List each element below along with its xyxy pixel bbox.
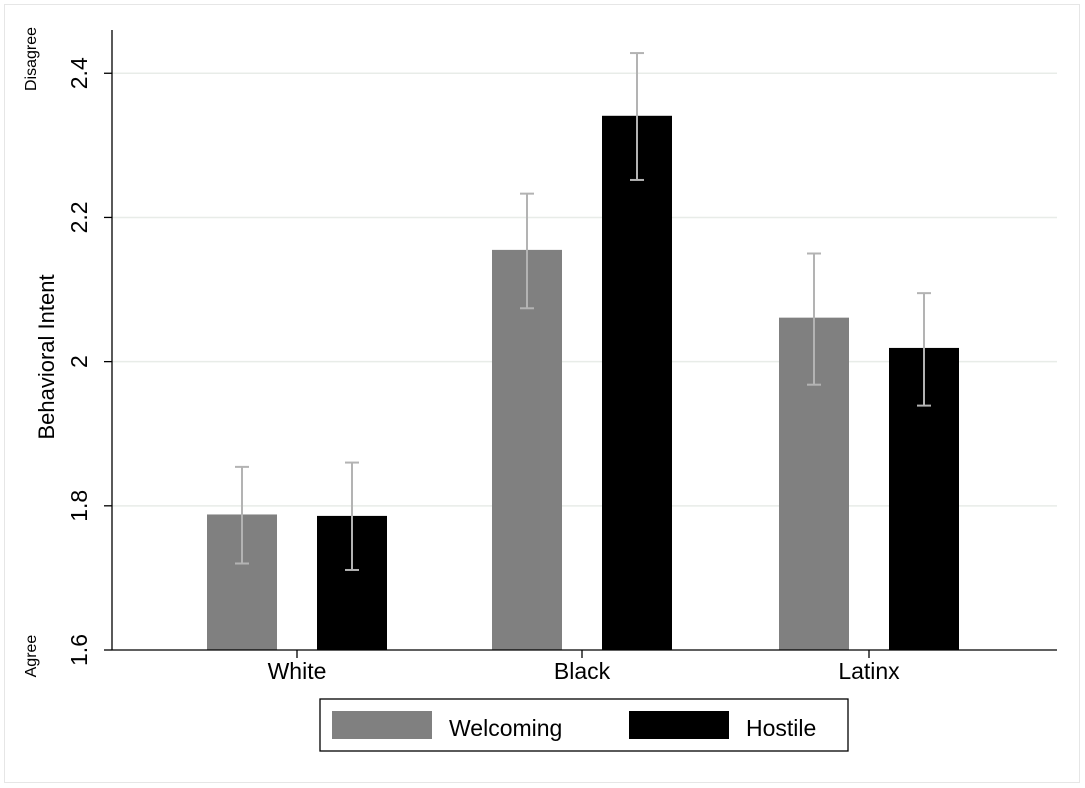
legend: Welcoming Hostile <box>319 698 849 752</box>
bar <box>602 115 672 650</box>
x-tick-label: White <box>268 658 327 684</box>
legend-label-welcoming: Welcoming <box>449 715 562 741</box>
error-bars <box>235 52 931 571</box>
y-tick-label: 2.4 <box>66 57 92 89</box>
x-ticks: White Black Latinx <box>268 650 900 684</box>
legend-swatch-welcoming <box>332 711 432 739</box>
y-tick-label: 2.2 <box>66 201 92 233</box>
y-tick-label: 1.6 <box>66 634 92 666</box>
y-axis-label: Behavioral Intent <box>34 274 59 439</box>
y-ticks: 1.6 1.8 2 2.2 2.4 <box>66 57 112 666</box>
y-anchor-top-label: Disagree <box>23 27 40 91</box>
x-tick-label: Latinx <box>838 658 900 684</box>
y-tick-label: 1.8 <box>66 490 92 522</box>
x-tick-label: Black <box>554 658 611 684</box>
bars <box>207 115 959 650</box>
bar <box>492 249 562 650</box>
y-anchor-bottom-label: Agree <box>23 635 40 678</box>
legend-label-hostile: Hostile <box>746 715 816 741</box>
legend-swatch-hostile <box>629 711 729 739</box>
y-tick-label: 2 <box>66 355 92 368</box>
axes <box>111 30 1057 651</box>
chart-frame <box>4 4 1080 783</box>
